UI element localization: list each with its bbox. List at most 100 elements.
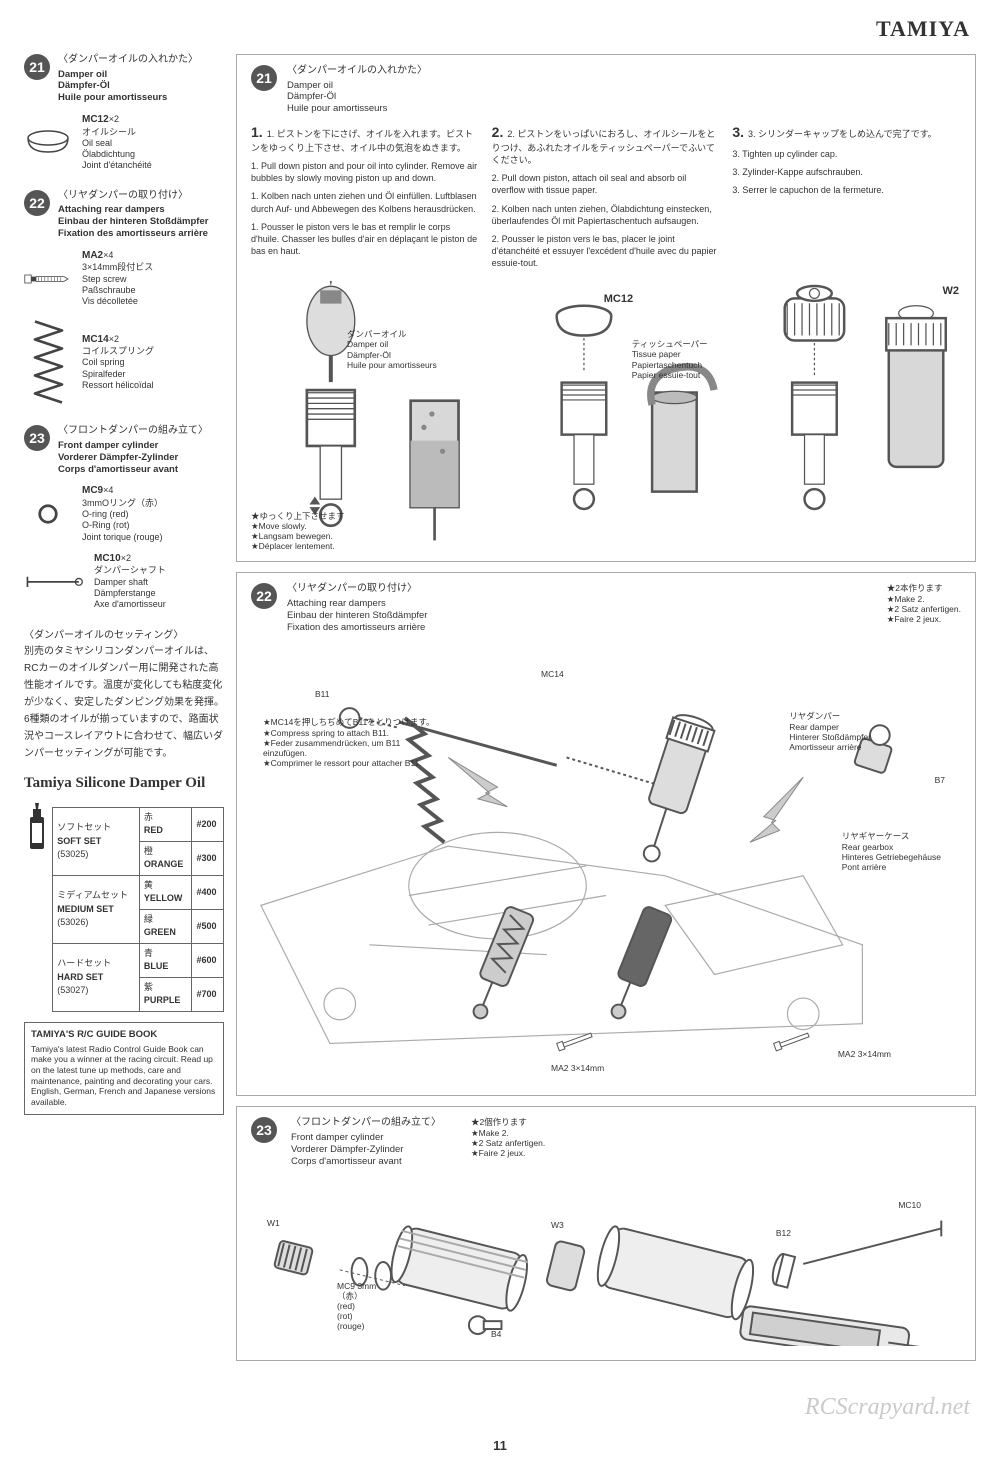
b12-label: B12 <box>776 1228 791 1238</box>
main21-en: Damper oil <box>287 80 427 92</box>
w3-label: W3 <box>551 1220 564 1230</box>
move-slowly-en: ★Move slowly. <box>251 521 504 531</box>
b11-label: B11 <box>315 689 330 699</box>
step22-title-de: Einbau der hinteren Stoßdämpfer <box>58 216 208 228</box>
oil-row2-code: (53026) <box>57 917 88 927</box>
tissue-fr: Papier essuie-tout <box>632 370 708 380</box>
oil-row0-code: (53025) <box>57 849 88 859</box>
step22-title-fr: Fixation des amortisseurs arrière <box>58 228 208 240</box>
mc14-label: MC14 <box>541 669 564 679</box>
b7-label: B7 <box>935 775 945 785</box>
step23-title-fr: Corps d'amortisseur avant <box>58 464 208 476</box>
step21-title-en: Damper oil <box>58 69 198 81</box>
part-mc14-qty: ×2 <box>109 334 119 344</box>
part-ma2-fr: Vis décolletée <box>82 296 153 307</box>
oil-row2-set: MEDIUM SET <box>57 904 114 914</box>
move-slowly-fr: ★Déplacer lentement. <box>251 541 504 551</box>
oil-row4-code: (53027) <box>57 985 88 995</box>
part-mc10-en: Damper shaft <box>94 577 166 588</box>
make2-fr-22: ★Faire 2 jeux. <box>887 614 961 624</box>
sidebar-step-22: 22 〈リヤダンパーの取り付け〉 Attaching rear dampers … <box>24 190 224 408</box>
main-column: 21 〈ダンパーオイルの入れかた〉 Damper oil Dämpfer-Öl … <box>236 54 976 1361</box>
main23-de: Vorderer Dämpfer-Zylinder <box>291 1144 441 1156</box>
coil-spring-icon <box>24 317 72 407</box>
part-mc9-fr: Joint torique (rouge) <box>82 532 163 543</box>
main23-jp: 〈フロントダンパーの組み立て〉 <box>291 1117 441 1130</box>
mc9-color-fr: (rouge) <box>337 1321 364 1331</box>
tissue-jp: ティッシュペーパー <box>632 339 708 349</box>
step21-diagrams: ダンパーオイル Damper oil Dämpfer-Öl Huile pour… <box>251 281 961 547</box>
step23-title-en: Front damper cylinder <box>58 440 208 452</box>
sidebar-step-21: 21 〈ダンパーオイルの入れかた〉 Damper oil Dämpfer-Öl … <box>24 54 224 172</box>
main22-fr: Fixation des amortisseurs arrière <box>287 622 427 634</box>
tissue-en: Tissue paper <box>632 349 708 359</box>
w2-label: W2 <box>943 285 960 297</box>
tissue-de: Papiertaschentuch <box>632 360 708 370</box>
make2-de-22: ★2 Satz anfertigen. <box>887 604 961 614</box>
s21-c2-de: 2. Kolben nach unten ziehen, Ölabdichtun… <box>492 203 721 227</box>
oil-setting-jp-head: 〈ダンパーオイルのセッティング〉 <box>24 628 224 643</box>
oil-row0-color: RED <box>144 825 163 835</box>
part-mc9: MC9×4 3mmOリング（赤） O-ring (red) O-Ring (ro… <box>24 485 224 543</box>
oil-seal-icon <box>24 123 72 163</box>
oil-row2-color: YELLOW <box>144 893 183 903</box>
part-ma2-id: MA2 <box>82 250 103 261</box>
step-badge-21: 21 <box>24 54 50 80</box>
oil-row1-colorjp: 橙 <box>144 846 153 856</box>
sidebar: 21 〈ダンパーオイルの入れかた〉 Damper oil Dämpfer-Öl … <box>24 54 224 1361</box>
part-mc14-jp: コイルスプリング <box>82 346 154 357</box>
part-mc14-en: Coil spring <box>82 357 154 368</box>
part-ma2: MA2×4 3×14mm段付ビス Step screw Paßschraube … <box>24 250 224 308</box>
oil-row0-setjp: ソフトセット <box>57 822 111 832</box>
guide-book-box: TAMIYA'S R/C GUIDE BOOK Tamiya's latest … <box>24 1022 224 1115</box>
damper-cap-diagram <box>750 281 961 529</box>
mc9-color-jp: （赤） <box>337 1291 363 1301</box>
main23-en: Front damper cylinder <box>291 1132 441 1144</box>
oil-row5-color: PURPLE <box>144 995 181 1005</box>
main-badge-23: 23 <box>251 1117 277 1143</box>
part-ma2-de: Paßschraube <box>82 285 153 296</box>
damper-pour-diagram <box>251 281 504 547</box>
step22-title-en: Attaching rear dampers <box>58 204 208 216</box>
s21-c1-jp-txt: 1. ピストンを下にさげ、オイルを入れます。ピストンをゆっくり上下させ、オイル中… <box>251 129 473 153</box>
part-mc10-id: MC10 <box>94 553 121 564</box>
ma2-dim-2: 3×14mm <box>858 1049 891 1059</box>
damper-shaft-icon <box>24 572 84 592</box>
main-step-23: 23 〈フロントダンパーの組み立て〉 Front damper cylinder… <box>236 1106 976 1360</box>
move-slowly-de: ★Langsam bewegen. <box>251 531 504 541</box>
guide-book-body: Tamiya's latest Radio Control Guide Book… <box>31 1044 217 1108</box>
step21-title-fr: Huile pour amortisseurs <box>58 92 198 104</box>
oil-row0-colorjp: 赤 <box>144 812 153 822</box>
main22-jp: 〈リヤダンパーの取り付け〉 <box>287 583 427 596</box>
rear-damper-en: Rear damper <box>789 722 871 732</box>
step21-jp: 〈ダンパーオイルの入れかた〉 <box>58 54 198 67</box>
main-badge-22: 22 <box>251 583 277 609</box>
part-mc9-jp: 3mmOリング（赤） <box>82 498 163 509</box>
s21-c2-jp: 2.2. ピストンをいっぱいにおろし、オイルシールをとりつけ、あふれたオイルをテ… <box>492 123 721 166</box>
compress-de: ★Feder zusammendrücken, um B11 einzufüge… <box>263 738 443 758</box>
damper-oil-callout: ダンパーオイル Damper oil Dämpfer-Öl Huile pour… <box>347 329 437 370</box>
make2-fr-23: ★Faire 2 jeux. <box>471 1148 545 1158</box>
oil-row3-color: GREEN <box>144 927 176 937</box>
make2-jp-23: ★2個作ります <box>471 1117 545 1127</box>
oil-row5-colorjp: 紫 <box>144 982 153 992</box>
part-ma2-en: Step screw <box>82 274 153 285</box>
s21-c3-fr: 3. Serrer le capuchon de la fermeture. <box>732 184 961 196</box>
mc9-color-en: (red) <box>337 1301 355 1311</box>
s21-c3-jp-txt: 3. シリンダーキャップをしめ込んで完了です。 <box>748 129 937 139</box>
b4-label: B4 <box>491 1329 501 1339</box>
make2-jp-22: ★2本作ります <box>887 583 961 593</box>
ma2-label-2: MA2 <box>838 1049 855 1059</box>
s21-c3-jp: 3.3. シリンダーキャップをしめ込んで完了です。 <box>732 123 961 142</box>
rear-gearbox-jp: リヤギヤーケース <box>842 831 941 841</box>
rear-damper-de: Hinterer Stoßdämpfer <box>789 732 871 742</box>
oil-row0-num: #200 <box>192 807 224 841</box>
sidebar-step-23: 23 〈フロントダンパーの組み立て〉 Front damper cylinder… <box>24 425 224 610</box>
step23-title-de: Vorderer Dämpfer-Zylinder <box>58 452 208 464</box>
part-mc9-de: O-Ring (rot) <box>82 520 163 531</box>
make2-en-22: ★Make 2. <box>887 594 961 604</box>
s21-c3-de: 3. Zylinder-Kappe aufschrauben. <box>732 166 961 178</box>
part-mc10-jp: ダンパーシャフト <box>94 565 166 576</box>
damper-seal-diagram <box>522 281 733 529</box>
s21-c2-jp-txt: 2. ピストンをいっぱいにおろし、オイルシールをとりつけ、あふれたオイルをティッ… <box>492 129 716 165</box>
